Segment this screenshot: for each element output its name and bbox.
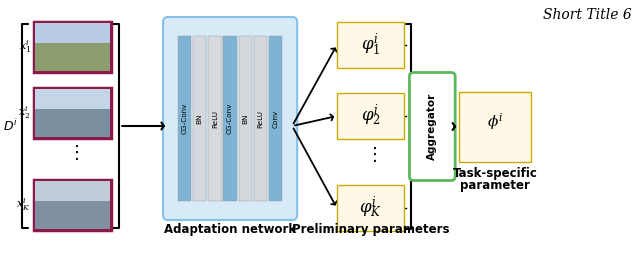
FancyBboxPatch shape xyxy=(163,17,297,220)
FancyBboxPatch shape xyxy=(34,88,111,138)
Text: Preliminary parameters: Preliminary parameters xyxy=(292,223,449,236)
FancyBboxPatch shape xyxy=(410,72,455,180)
FancyBboxPatch shape xyxy=(337,185,404,231)
FancyBboxPatch shape xyxy=(34,180,111,230)
FancyBboxPatch shape xyxy=(223,36,237,201)
FancyBboxPatch shape xyxy=(34,22,111,72)
FancyBboxPatch shape xyxy=(178,36,191,201)
FancyBboxPatch shape xyxy=(337,22,404,68)
FancyBboxPatch shape xyxy=(269,36,282,201)
FancyBboxPatch shape xyxy=(35,181,110,201)
FancyBboxPatch shape xyxy=(254,36,267,201)
Text: BN: BN xyxy=(196,113,203,124)
FancyBboxPatch shape xyxy=(35,109,110,137)
Text: Conv: Conv xyxy=(273,109,278,127)
Text: Short Title 6: Short Title 6 xyxy=(543,8,632,22)
Text: CG-Conv: CG-Conv xyxy=(227,103,233,134)
FancyBboxPatch shape xyxy=(35,201,110,229)
Text: $D^i$: $D^i$ xyxy=(3,118,18,134)
Text: parameter: parameter xyxy=(460,179,530,191)
Text: BN: BN xyxy=(243,113,248,124)
Text: CG-Conv: CG-Conv xyxy=(182,103,188,134)
Text: $\vdots$: $\vdots$ xyxy=(67,142,79,161)
Text: $\varphi_1^i$: $\varphi_1^i$ xyxy=(361,32,380,58)
Text: Task-specific: Task-specific xyxy=(452,168,538,180)
Text: $x_2^i$: $x_2^i$ xyxy=(19,105,31,121)
FancyBboxPatch shape xyxy=(35,43,110,71)
Text: $\varphi_2^i$: $\varphi_2^i$ xyxy=(361,103,381,129)
FancyBboxPatch shape xyxy=(193,36,206,201)
FancyBboxPatch shape xyxy=(35,89,110,109)
Text: Aggregator: Aggregator xyxy=(428,93,437,160)
Text: ReLU: ReLU xyxy=(212,109,218,127)
FancyBboxPatch shape xyxy=(337,93,404,139)
FancyBboxPatch shape xyxy=(459,91,531,161)
FancyBboxPatch shape xyxy=(208,36,221,201)
Text: Adaptation network: Adaptation network xyxy=(164,223,296,236)
Text: $\vdots$: $\vdots$ xyxy=(365,145,376,164)
Text: $\phi^i$: $\phi^i$ xyxy=(487,111,503,132)
FancyBboxPatch shape xyxy=(35,23,110,43)
Text: $\varphi_K^i$: $\varphi_K^i$ xyxy=(359,195,382,221)
Text: ReLU: ReLU xyxy=(257,109,264,127)
Text: $x_K^i$: $x_K^i$ xyxy=(17,197,31,213)
FancyBboxPatch shape xyxy=(239,36,252,201)
Text: $x_1^i$: $x_1^i$ xyxy=(19,39,31,56)
